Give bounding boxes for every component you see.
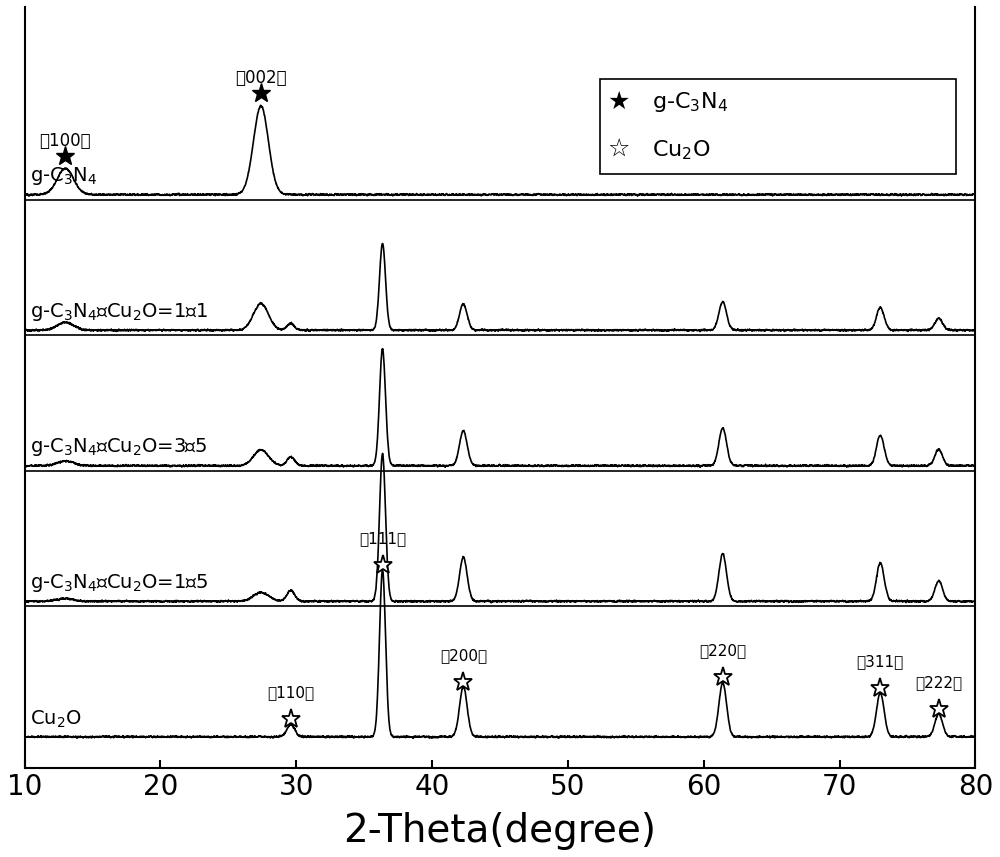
Text: （311）: （311） xyxy=(857,654,904,669)
Text: g-C$_3$N$_4$：Cu$_2$O=3：5: g-C$_3$N$_4$：Cu$_2$O=3：5 xyxy=(30,436,207,458)
Text: Cu$_2$O: Cu$_2$O xyxy=(652,138,711,162)
FancyBboxPatch shape xyxy=(600,79,956,174)
Text: （220）: （220） xyxy=(699,644,746,658)
Text: g-C$_3$N$_4$: g-C$_3$N$_4$ xyxy=(30,165,97,188)
Text: （222）: （222） xyxy=(915,674,962,690)
Text: （111）: （111） xyxy=(359,531,406,546)
Text: ★: ★ xyxy=(608,90,630,114)
Text: （110）: （110） xyxy=(267,686,314,700)
Text: g-C$_3$N$_4$：Cu$_2$O=1：5: g-C$_3$N$_4$：Cu$_2$O=1：5 xyxy=(30,572,208,594)
Text: （002）: （002） xyxy=(235,69,287,87)
Text: ☆: ☆ xyxy=(608,138,630,162)
Text: （200）: （200） xyxy=(440,648,487,662)
X-axis label: 2-Theta(degree): 2-Theta(degree) xyxy=(344,812,656,850)
Text: g-C$_3$N$_4$: g-C$_3$N$_4$ xyxy=(652,90,728,114)
Text: Cu$_2$O: Cu$_2$O xyxy=(30,708,82,729)
Text: （100）: （100） xyxy=(40,132,91,150)
Text: g-C$_3$N$_4$：Cu$_2$O=1：1: g-C$_3$N$_4$：Cu$_2$O=1：1 xyxy=(30,301,208,323)
